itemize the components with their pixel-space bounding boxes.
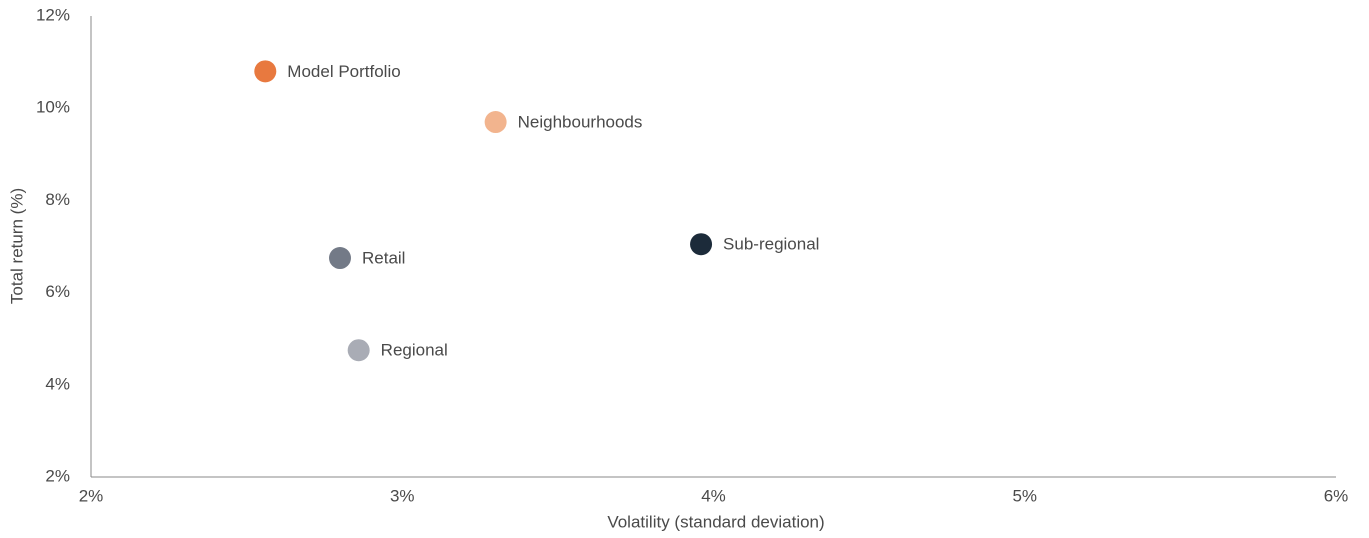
point-label: Model Portfolio bbox=[287, 62, 400, 81]
point bbox=[347, 339, 370, 362]
point-label: Neighbourhoods bbox=[518, 113, 643, 132]
y-tick-label: 2% bbox=[45, 466, 70, 485]
point bbox=[254, 60, 277, 83]
point bbox=[329, 247, 351, 270]
point-label: Regional bbox=[381, 341, 448, 360]
point-label: Sub-regional bbox=[723, 235, 819, 254]
y-tick-label: 10% bbox=[36, 98, 70, 117]
y-tick-label: 4% bbox=[45, 374, 70, 393]
y-tick-label: 6% bbox=[45, 282, 70, 301]
y-tick-label: 8% bbox=[45, 190, 70, 209]
x-tick-label: 4% bbox=[701, 486, 726, 505]
y-tick-label: 12% bbox=[36, 5, 70, 24]
point-label: Retail bbox=[362, 249, 405, 268]
point bbox=[690, 233, 713, 256]
x-tick-label: 6% bbox=[1324, 486, 1349, 505]
x-tick-label: 3% bbox=[390, 486, 415, 505]
x-axis-title: Volatility (standard deviation) bbox=[607, 512, 824, 531]
x-tick-label: 2% bbox=[79, 486, 104, 505]
y-axis-title: Total return (%) bbox=[7, 188, 26, 304]
x-tick-label: 5% bbox=[1012, 486, 1037, 505]
point bbox=[484, 111, 507, 134]
